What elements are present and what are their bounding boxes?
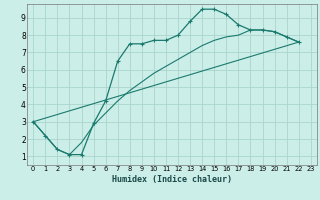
X-axis label: Humidex (Indice chaleur): Humidex (Indice chaleur) [112, 175, 232, 184]
